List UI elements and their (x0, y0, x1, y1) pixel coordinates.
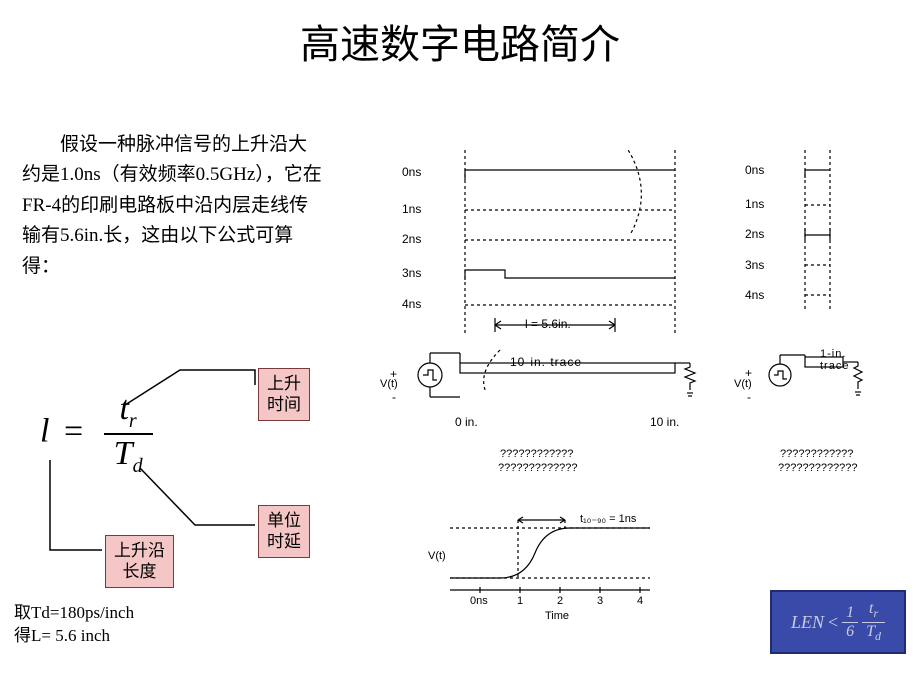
tx0: 0ns (470, 595, 488, 607)
tx1: 1 (517, 595, 523, 607)
minus2: - (747, 390, 751, 404)
formula-den: T (114, 435, 133, 472)
t-l2: 2ns (402, 232, 421, 246)
box-edge-length: 上升沿 长度 (105, 535, 174, 588)
q-left-2: ????????????? (498, 462, 578, 474)
blue-den2-sub: d (875, 629, 881, 643)
main-formula: l = tr Td (40, 390, 153, 478)
t-r0: 0ns (745, 163, 764, 177)
box-rise-time: 上升 时间 (258, 368, 310, 421)
footnote-line2: 得L= 5.6 inch (14, 625, 134, 648)
q-right-1: ???????????? (780, 448, 853, 460)
vt1: V(t) (380, 378, 398, 390)
t-r4: 4ns (745, 288, 764, 302)
box-edge-length-label: 上升沿 长度 (114, 541, 165, 581)
footnote-line1: 取Td=180ps/inch (14, 602, 134, 625)
blue-den2: T (866, 623, 875, 640)
blue-num2-sub: r (873, 607, 878, 621)
t-r3: 3ns (745, 258, 764, 272)
t-l0: 0ns (402, 165, 421, 179)
tx4: 4 (637, 595, 643, 607)
right-waveforms (775, 150, 895, 330)
blue-num1: 1 (842, 604, 858, 623)
formula-lhs: l (40, 413, 49, 450)
rise-anno: t₁₀₋₉₀ = 1ns (580, 512, 636, 525)
formula-fraction: tr Td (104, 390, 153, 478)
t-r2: 2ns (745, 227, 764, 241)
x10: 10 in. (650, 415, 679, 429)
x0: 0 in. (455, 415, 478, 429)
tx3: 3 (597, 595, 603, 607)
formula-den-sub: d (133, 455, 143, 477)
blue-formula: LEN < 1 6 tr Td (791, 600, 885, 643)
vt3: V(t) (428, 550, 446, 562)
t-l3: 3ns (402, 266, 421, 280)
box-unit-delay-label: 单位 时延 (267, 511, 301, 551)
formula-zone: l = tr Td 上升 时间 单位 时延 上升沿 长度 (30, 350, 350, 580)
t-l1: 1ns (402, 202, 421, 216)
t-r1: 1ns (745, 197, 764, 211)
q-left-1: ???????????? (500, 448, 573, 460)
intro-paragraph: 假设一种脉冲信号的上升沿大约是1.0ns（有效频率0.5GHz），它在FR-4的… (22, 130, 322, 282)
trace-short-label: 1-in. trace (820, 348, 849, 372)
blue-inequality-box: LEN < 1 6 tr Td (770, 590, 906, 654)
blue-lhs: LEN (791, 612, 824, 633)
formula-num: t (119, 390, 128, 427)
time-caption: Time (545, 610, 569, 622)
blue-frac1: 1 6 (842, 604, 858, 641)
formula-eq: = (64, 413, 83, 450)
footnote: 取Td=180ps/inch 得L= 5.6 inch (14, 602, 134, 648)
vt2: V(t) (734, 378, 752, 390)
minus1: - (392, 390, 396, 404)
trace-long-label: 10-in. trace (510, 355, 582, 369)
page-title: 高速数字电路简介 (0, 0, 920, 70)
box-rise-time-label: 上升 时间 (267, 374, 301, 414)
blue-lt: < (828, 612, 838, 633)
formula-num-sub: r (129, 410, 137, 432)
t-l4: 4ns (402, 297, 421, 311)
blue-frac2: tr Td (862, 600, 885, 643)
blue-den1: 6 (842, 623, 858, 641)
length-label: l = 5.6in. (525, 317, 571, 331)
box-unit-delay: 单位 时延 (258, 505, 310, 558)
q-right-2: ????????????? (778, 462, 858, 474)
tx2: 2 (557, 595, 563, 607)
